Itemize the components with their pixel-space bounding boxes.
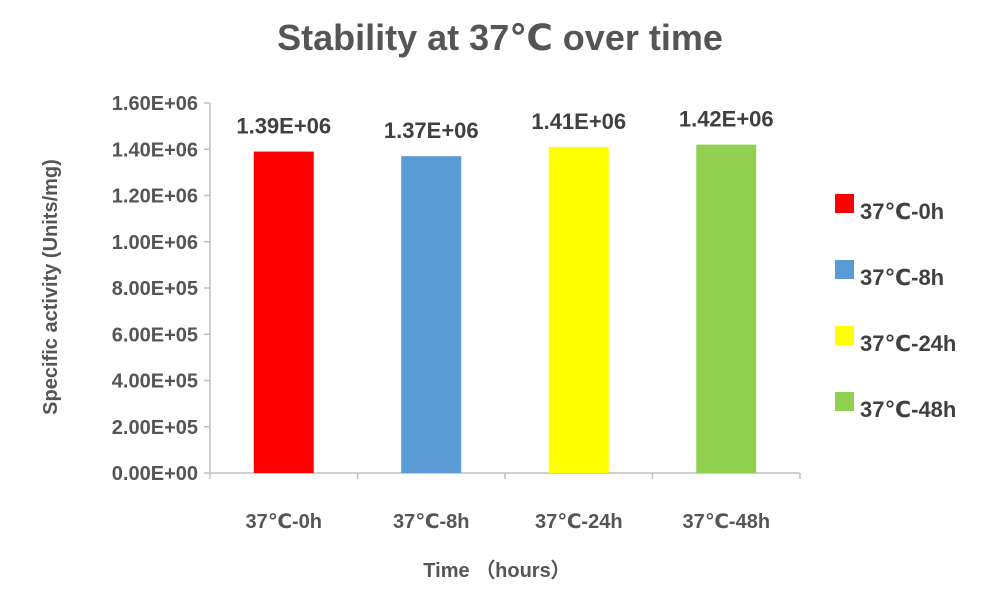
legend-label: 37℃-0h <box>860 199 944 224</box>
chart-title: Stability at 37℃ over time <box>277 17 723 58</box>
legend: 37℃-0h 37℃-8h 37℃-24h 37℃-48h <box>835 194 956 422</box>
x-tick-label: 37℃-0h <box>246 511 322 533</box>
y-axis-title: Specific activity (Units/mg) <box>40 159 62 415</box>
y-axis: 0.00E+00 2.00E+05 4.00E+05 6.00E+05 8.00E+05… <box>112 93 211 485</box>
y-tick-label: 1.40E+06 <box>112 139 198 161</box>
data-labels: 1.39E+06 1.37E+06 1.41E+06 1.42E+06 <box>236 107 773 144</box>
x-tick-label: 37℃-48h <box>682 511 770 533</box>
y-tick-label: 0.00E+00 <box>112 463 198 485</box>
bar <box>253 151 314 473</box>
x-axis-title: Time （hours） <box>423 559 570 582</box>
x-axis: 37℃-0h 37℃-8h 37℃-24h 37℃-48h <box>209 472 801 533</box>
legend-label: 37℃-8h <box>860 265 944 290</box>
x-tick-label: 37℃-24h <box>535 511 623 533</box>
data-label: 1.42E+06 <box>679 107 774 132</box>
y-tick-label: 2.00E+05 <box>112 417 198 439</box>
bar <box>696 144 757 473</box>
y-tick-label: 8.00E+05 <box>112 278 198 300</box>
legend-label: 37℃-24h <box>860 331 956 356</box>
bar <box>401 156 462 473</box>
legend-swatch <box>835 260 854 279</box>
bar <box>548 146 609 473</box>
x-tick-label: 37℃-8h <box>393 511 469 533</box>
data-label: 1.39E+06 <box>236 114 331 139</box>
legend-swatch <box>835 392 854 411</box>
y-tick-label: 4.00E+05 <box>112 371 198 393</box>
legend-label: 37℃-48h <box>860 397 956 422</box>
y-tick-label: 1.60E+06 <box>112 93 198 115</box>
legend-swatch <box>835 326 854 345</box>
data-label: 1.37E+06 <box>384 118 479 143</box>
bar-series <box>253 144 757 473</box>
data-label: 1.41E+06 <box>531 109 626 134</box>
y-tick-label: 6.00E+05 <box>112 324 198 346</box>
legend-swatch <box>835 194 854 213</box>
y-tick-label: 1.20E+06 <box>112 186 198 208</box>
y-tick-label: 1.00E+06 <box>112 232 198 254</box>
